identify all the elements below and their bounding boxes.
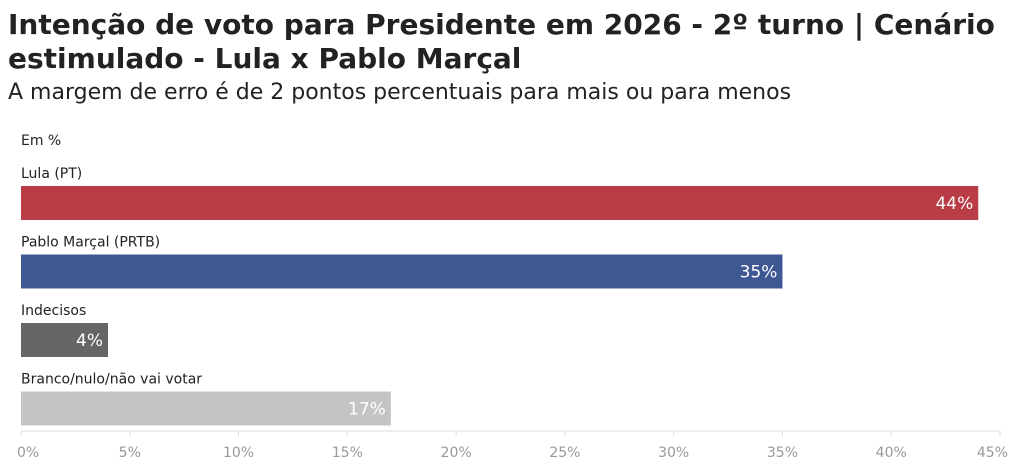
category-label: Branco/nulo/não vai votar (21, 372, 202, 388)
value-label: 44% (935, 194, 973, 214)
unit-note: Em % (21, 133, 62, 149)
chart-title: Intenção de voto para Presidente em 2026… (8, 8, 995, 75)
x-tick-label: 10% (223, 445, 254, 461)
bar-0 (21, 186, 979, 220)
x-tick-label: 20% (441, 445, 472, 461)
x-tick-label: 0% (17, 445, 39, 461)
value-label: 17% (348, 400, 386, 420)
bar-1 (21, 254, 783, 289)
value-label: 4% (76, 331, 103, 351)
x-tick-label: 25% (549, 445, 580, 461)
x-tick-label: 15% (332, 445, 363, 461)
bar-2 (21, 323, 109, 357)
category-label: Indecisos (21, 303, 86, 319)
x-tick-label: 35% (767, 445, 798, 461)
x-tick-label: 5% (119, 445, 141, 461)
chart-subtitle: A margem de erro é de 2 pontos percentua… (8, 80, 792, 105)
bars-layer: Lula (PT) 44% Pablo Marçal (PRTB) 35% Indeci… (21, 166, 979, 426)
category-label: Lula (PT) (21, 166, 82, 182)
bar-3 (21, 391, 391, 426)
x-tick-label: 45% (977, 445, 1008, 461)
category-label: Pablo Marçal (PRTB) (21, 235, 160, 251)
value-label: 35% (740, 263, 778, 283)
x-axis: 0% 5% 10% 15% 20% 25% 30% 35% 40% 45% (17, 430, 1008, 461)
x-tick-label: 30% (658, 445, 689, 461)
x-tick-label: 40% (876, 445, 907, 461)
